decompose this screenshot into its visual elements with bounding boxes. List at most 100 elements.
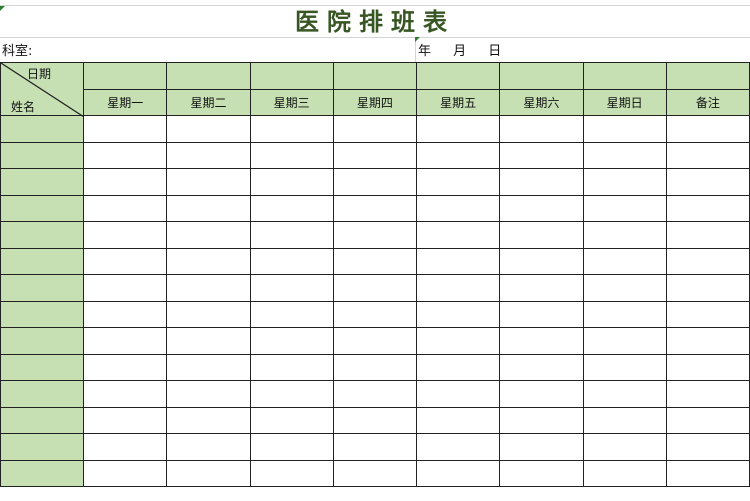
schedule-cell[interactable] bbox=[665, 327, 750, 355]
schedule-cell[interactable] bbox=[249, 221, 334, 249]
name-cell[interactable] bbox=[0, 380, 85, 408]
schedule-cell[interactable] bbox=[332, 380, 418, 408]
schedule-cell[interactable] bbox=[582, 380, 667, 408]
schedule-cell[interactable] bbox=[249, 141, 334, 169]
schedule-cell[interactable] bbox=[83, 168, 168, 196]
schedule-cell[interactable] bbox=[416, 194, 501, 222]
schedule-cell[interactable] bbox=[665, 115, 750, 143]
schedule-cell[interactable] bbox=[499, 221, 584, 249]
schedule-cell[interactable] bbox=[166, 300, 251, 328]
schedule-cell[interactable] bbox=[665, 274, 750, 302]
date-cell[interactable] bbox=[83, 62, 168, 90]
schedule-cell[interactable] bbox=[249, 327, 334, 355]
schedule-cell[interactable] bbox=[582, 300, 667, 328]
schedule-cell[interactable] bbox=[499, 327, 584, 355]
schedule-cell[interactable] bbox=[582, 247, 667, 275]
schedule-cell[interactable] bbox=[665, 221, 750, 249]
name-cell[interactable] bbox=[0, 115, 85, 143]
schedule-cell[interactable] bbox=[499, 115, 584, 143]
schedule-cell[interactable] bbox=[332, 459, 418, 487]
schedule-cell[interactable] bbox=[249, 247, 334, 275]
schedule-cell[interactable] bbox=[499, 353, 584, 381]
schedule-cell[interactable] bbox=[332, 433, 418, 461]
schedule-cell[interactable] bbox=[499, 194, 584, 222]
schedule-cell[interactable] bbox=[332, 327, 418, 355]
schedule-cell[interactable] bbox=[416, 406, 501, 434]
day-header[interactable]: 星期日 bbox=[582, 88, 667, 116]
schedule-cell[interactable] bbox=[249, 300, 334, 328]
schedule-cell[interactable] bbox=[83, 327, 168, 355]
schedule-cell[interactable] bbox=[332, 353, 418, 381]
schedule-cell[interactable] bbox=[582, 353, 667, 381]
date-cell[interactable] bbox=[166, 62, 251, 90]
schedule-cell[interactable] bbox=[665, 433, 750, 461]
schedule-cell[interactable] bbox=[249, 274, 334, 302]
schedule-cell[interactable] bbox=[83, 115, 168, 143]
schedule-cell[interactable] bbox=[332, 168, 418, 196]
schedule-cell[interactable] bbox=[582, 459, 667, 487]
schedule-cell[interactable] bbox=[416, 433, 501, 461]
schedule-cell[interactable] bbox=[582, 221, 667, 249]
schedule-cell[interactable] bbox=[582, 115, 667, 143]
date-cell[interactable] bbox=[332, 62, 418, 90]
schedule-cell[interactable] bbox=[582, 433, 667, 461]
schedule-cell[interactable] bbox=[166, 353, 251, 381]
corner-cell[interactable]: 日期 姓名 bbox=[0, 62, 85, 117]
schedule-cell[interactable] bbox=[332, 194, 418, 222]
schedule-cell[interactable] bbox=[665, 247, 750, 275]
schedule-cell[interactable] bbox=[499, 433, 584, 461]
schedule-cell[interactable] bbox=[166, 433, 251, 461]
schedule-cell[interactable] bbox=[166, 247, 251, 275]
schedule-cell[interactable] bbox=[416, 115, 501, 143]
schedule-cell[interactable] bbox=[166, 406, 251, 434]
schedule-cell[interactable] bbox=[166, 459, 251, 487]
schedule-cell[interactable] bbox=[416, 459, 501, 487]
schedule-cell[interactable] bbox=[665, 406, 750, 434]
schedule-cell[interactable] bbox=[83, 247, 168, 275]
schedule-cell[interactable] bbox=[83, 141, 168, 169]
name-cell[interactable] bbox=[0, 168, 85, 196]
schedule-cell[interactable] bbox=[499, 274, 584, 302]
schedule-cell[interactable] bbox=[582, 406, 667, 434]
name-cell[interactable] bbox=[0, 327, 85, 355]
day-header[interactable]: 星期四 bbox=[332, 88, 418, 116]
schedule-cell[interactable] bbox=[416, 353, 501, 381]
schedule-cell[interactable] bbox=[249, 115, 334, 143]
schedule-cell[interactable] bbox=[166, 194, 251, 222]
schedule-cell[interactable] bbox=[249, 353, 334, 381]
date-cell[interactable] bbox=[416, 62, 501, 90]
name-cell[interactable] bbox=[0, 459, 85, 487]
date-cell[interactable] bbox=[249, 62, 334, 90]
name-cell[interactable] bbox=[0, 247, 85, 275]
name-cell[interactable] bbox=[0, 300, 85, 328]
schedule-cell[interactable] bbox=[332, 115, 418, 143]
schedule-cell[interactable] bbox=[582, 327, 667, 355]
schedule-cell[interactable] bbox=[582, 274, 667, 302]
schedule-cell[interactable] bbox=[249, 168, 334, 196]
schedule-cell[interactable] bbox=[582, 141, 667, 169]
schedule-cell[interactable] bbox=[249, 194, 334, 222]
schedule-cell[interactable] bbox=[332, 406, 418, 434]
schedule-cell[interactable] bbox=[166, 274, 251, 302]
schedule-cell[interactable] bbox=[83, 300, 168, 328]
schedule-cell[interactable] bbox=[665, 194, 750, 222]
schedule-cell[interactable] bbox=[416, 141, 501, 169]
name-cell[interactable] bbox=[0, 433, 85, 461]
schedule-cell[interactable] bbox=[166, 168, 251, 196]
schedule-cell[interactable] bbox=[499, 168, 584, 196]
name-cell[interactable] bbox=[0, 274, 85, 302]
name-cell[interactable] bbox=[0, 353, 85, 381]
day-header[interactable]: 备注 bbox=[665, 88, 750, 116]
date-cell[interactable] bbox=[499, 62, 584, 90]
schedule-cell[interactable] bbox=[499, 300, 584, 328]
schedule-cell[interactable] bbox=[83, 433, 168, 461]
name-cell[interactable] bbox=[0, 141, 85, 169]
schedule-cell[interactable] bbox=[83, 406, 168, 434]
day-header[interactable]: 星期五 bbox=[416, 88, 501, 116]
schedule-cell[interactable] bbox=[665, 168, 750, 196]
schedule-cell[interactable] bbox=[249, 380, 334, 408]
schedule-cell[interactable] bbox=[83, 459, 168, 487]
schedule-cell[interactable] bbox=[332, 141, 418, 169]
schedule-cell[interactable] bbox=[499, 141, 584, 169]
schedule-cell[interactable] bbox=[416, 300, 501, 328]
